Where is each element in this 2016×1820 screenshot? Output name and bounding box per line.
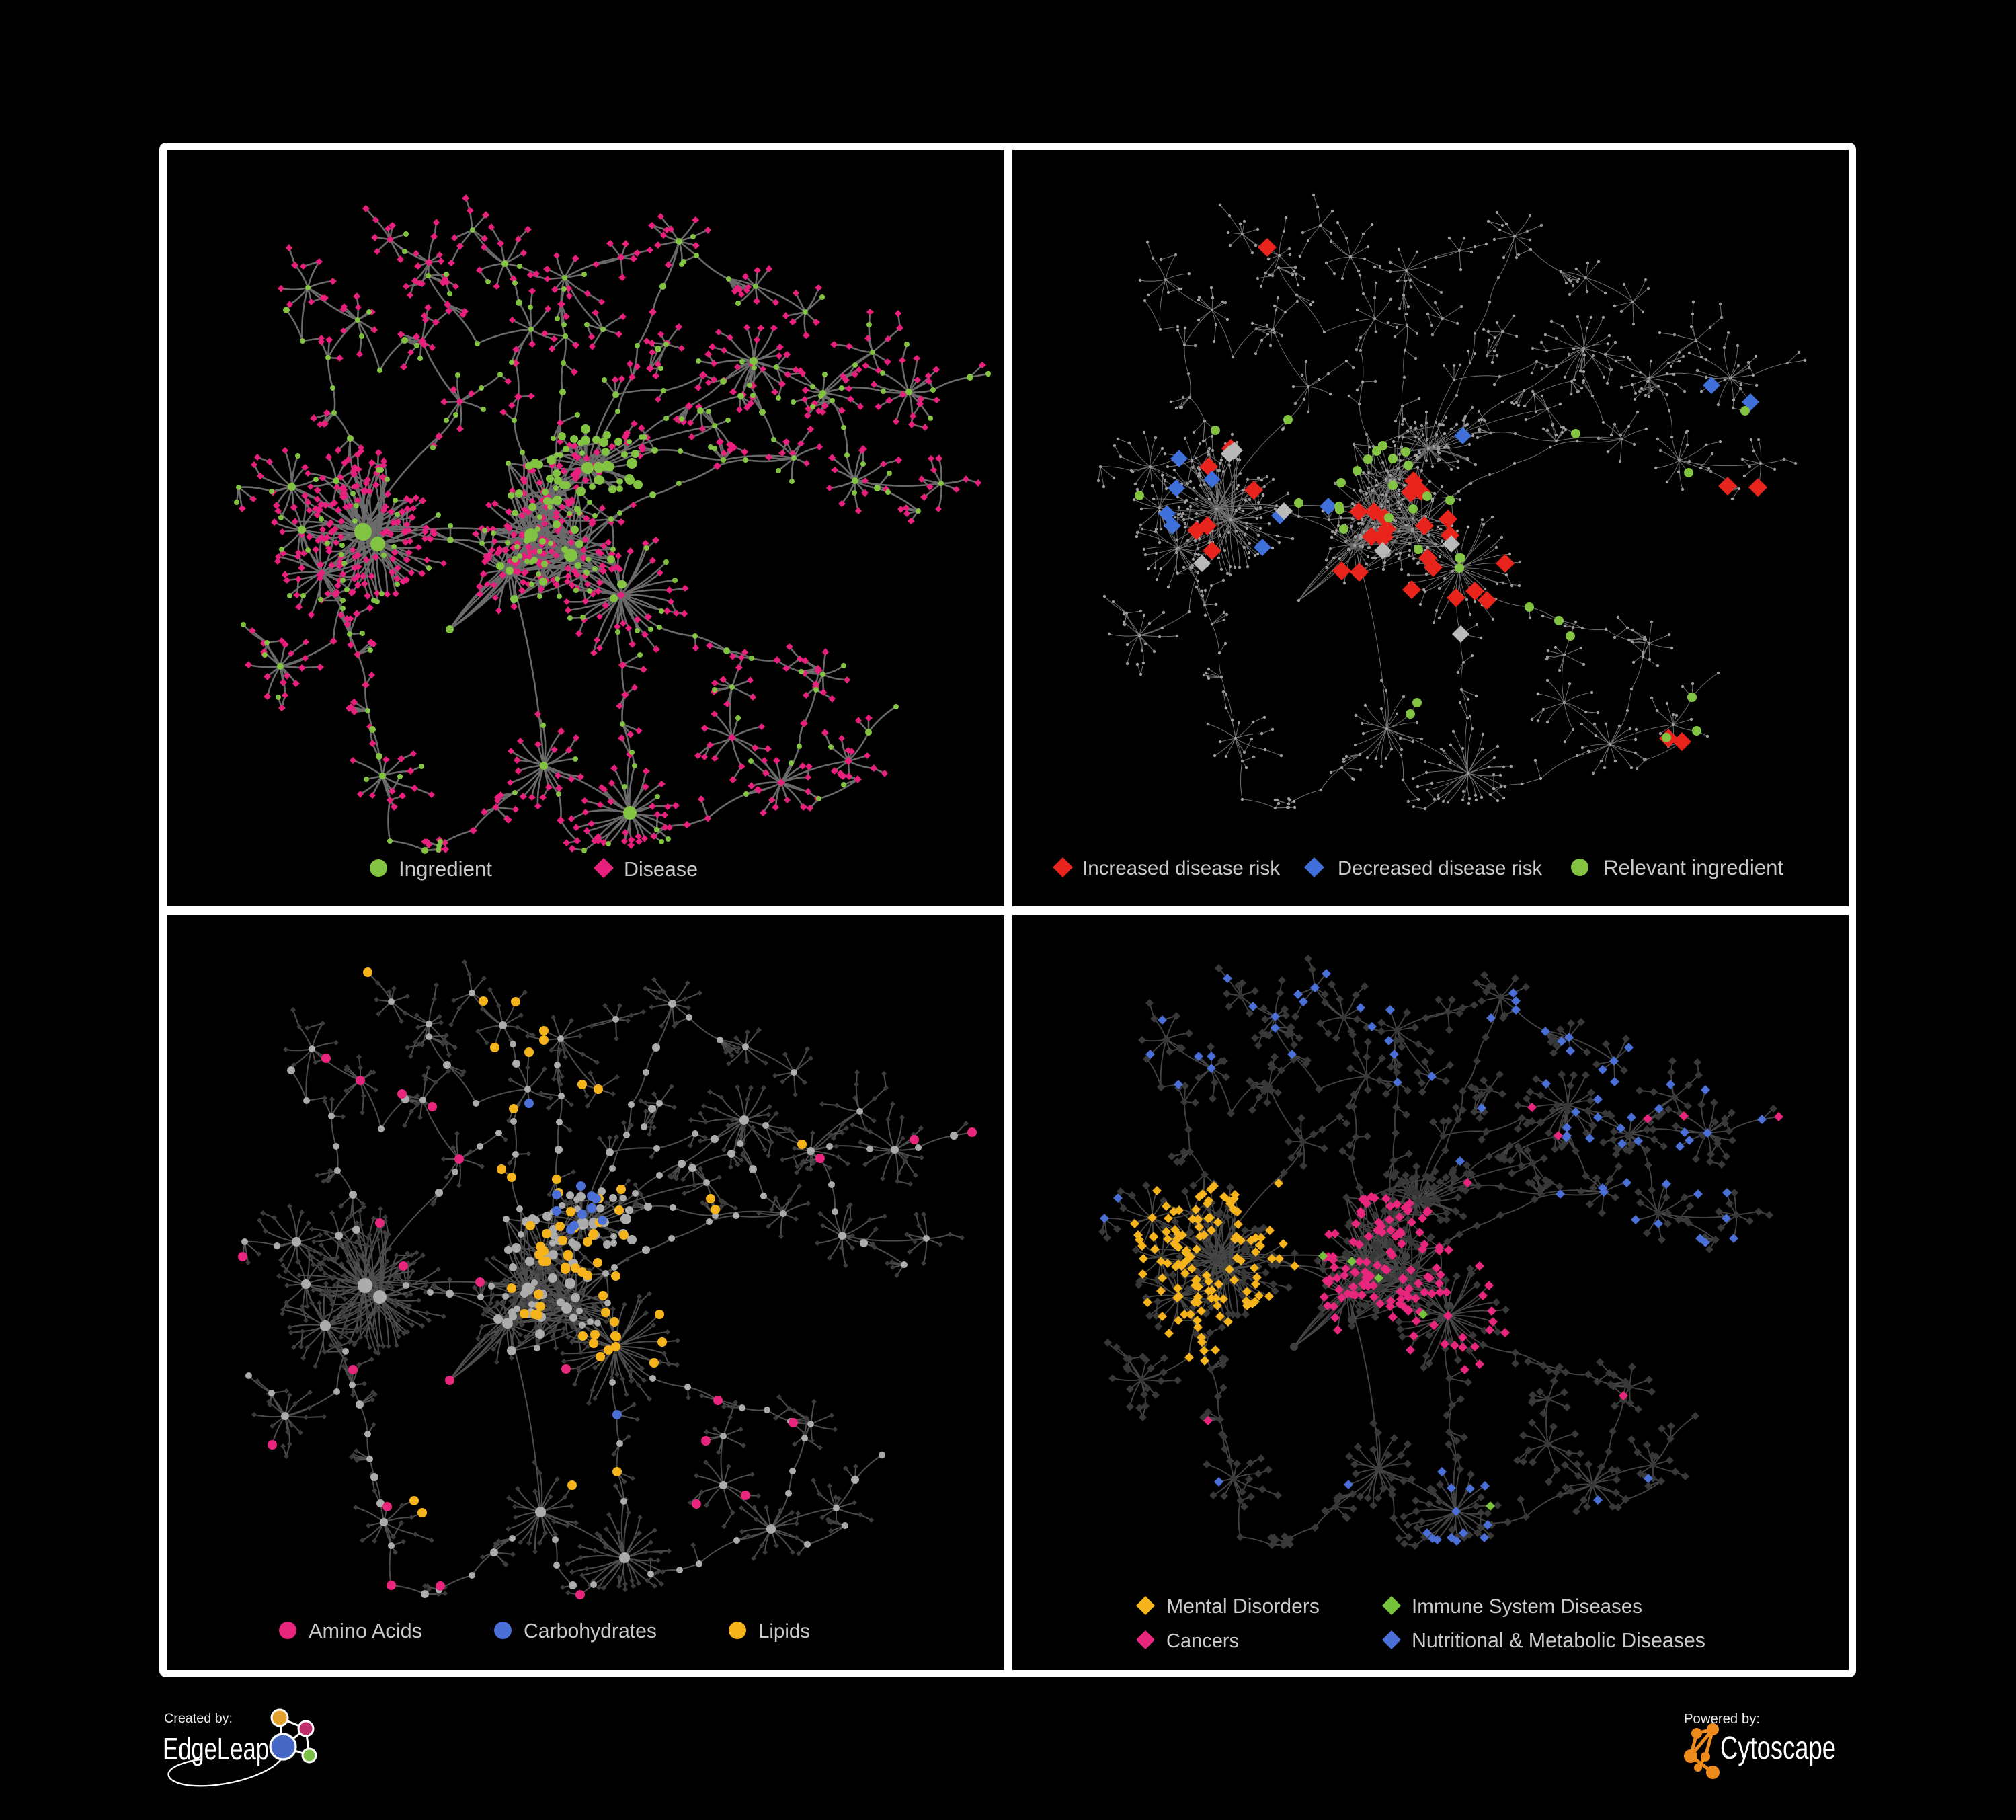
svg-text:Powered by:: Powered by:	[1684, 1712, 1760, 1727]
svg-text:Carbohydrates: Carbohydrates	[524, 1620, 657, 1643]
svg-text:Cytoscape: Cytoscape	[1720, 1731, 1836, 1766]
svg-text:Disease: Disease	[624, 858, 698, 881]
svg-text:Increased disease risk: Increased disease risk	[1082, 857, 1280, 879]
svg-text:EdgeLeap: EdgeLeap	[163, 1731, 269, 1766]
svg-text:Lipids: Lipids	[758, 1620, 810, 1643]
svg-text:Decreased disease risk: Decreased disease risk	[1338, 858, 1542, 879]
svg-text:Amino Acids: Amino Acids	[309, 1619, 422, 1643]
svg-text:Cancers: Cancers	[1166, 1630, 1239, 1652]
svg-text:Mental Disorders: Mental Disorders	[1166, 1595, 1320, 1618]
svg-text:Ingredient: Ingredient	[399, 857, 492, 881]
svg-text:Created by:: Created by:	[164, 1711, 233, 1726]
svg-text:Nutritional & Metabolic Diseas: Nutritional & Metabolic Diseases	[1412, 1629, 1705, 1652]
svg-text:Immune System Diseases: Immune System Diseases	[1412, 1595, 1642, 1618]
svg-text:Relevant ingredient: Relevant ingredient	[1603, 856, 1783, 879]
